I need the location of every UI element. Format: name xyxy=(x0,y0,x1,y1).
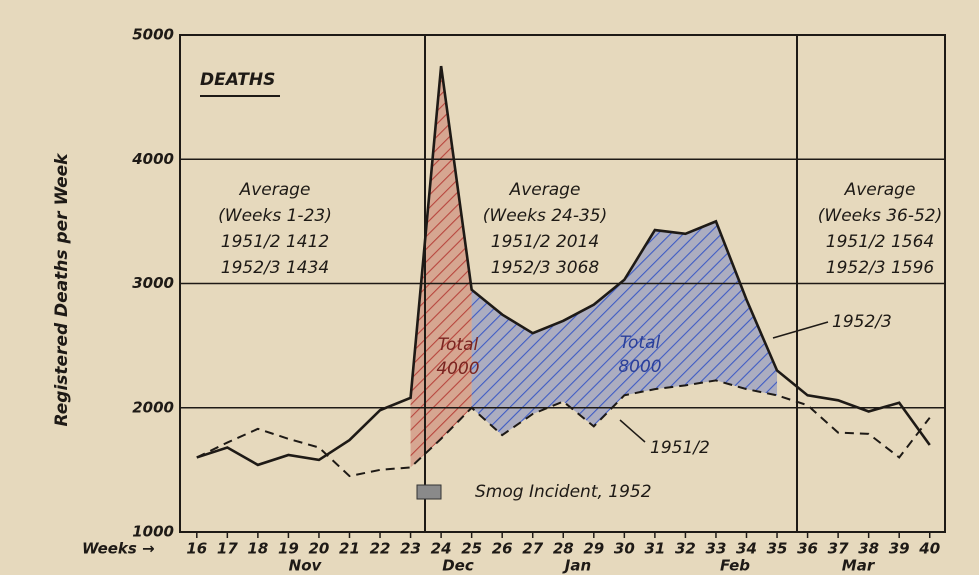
average-text: 1951/2 1564 xyxy=(826,232,934,252)
average-text: (Weeks 1-23) xyxy=(218,206,332,226)
average-text: 1952/3 1596 xyxy=(826,258,935,278)
x-tick-label: 37 xyxy=(828,540,849,558)
annotation: Smog Incident, 1952 xyxy=(475,482,652,502)
x-tick-label: 22 xyxy=(370,540,391,558)
month-label: Jan xyxy=(562,557,591,575)
excess-area xyxy=(471,221,778,436)
series-line xyxy=(196,65,931,467)
x-tick-label: 25 xyxy=(461,540,482,558)
average-text: 1951/2 2014 xyxy=(491,232,599,252)
chart-title: DEATHS xyxy=(200,70,275,90)
average-text: 1952/3 3068 xyxy=(491,258,600,278)
x-tick-label: 30 xyxy=(614,540,635,558)
x-tick-label: 24 xyxy=(431,540,452,558)
x-tick-label: 32 xyxy=(675,540,696,558)
month-label: Dec xyxy=(442,557,474,575)
x-tick-label: 29 xyxy=(583,540,604,558)
leader-line xyxy=(619,419,646,443)
x-tick-label: 20 xyxy=(309,540,330,558)
x-tick-label: 16 xyxy=(186,540,207,558)
average-text: Average xyxy=(509,180,581,200)
x-tick-label: 19 xyxy=(278,540,299,558)
x-tick-label: 38 xyxy=(858,540,879,558)
y-tick-label: 5000 xyxy=(132,26,174,44)
average-text: 1952/3 1434 xyxy=(221,258,329,278)
average-text: Average xyxy=(844,180,916,200)
smog-marker xyxy=(416,484,442,500)
average-text: Average xyxy=(239,180,311,200)
x-tick-label: 18 xyxy=(247,540,268,558)
area-label: Total xyxy=(620,333,661,353)
x-tick-label: 34 xyxy=(736,540,757,558)
series-label: 1952/3 xyxy=(832,312,892,332)
x-tick-label: 39 xyxy=(889,540,910,558)
area-label: 4000 xyxy=(436,359,479,379)
x-tick-label: 36 xyxy=(797,540,818,558)
y-tick-label: 2000 xyxy=(132,398,174,416)
series-label: 1951/2 xyxy=(650,438,710,458)
y-tick-label: 1000 xyxy=(132,523,174,541)
average-text: 1951/2 1412 xyxy=(221,232,329,252)
leader-line xyxy=(772,321,829,339)
x-tick-label: 33 xyxy=(706,540,727,558)
y-tick-label: 4000 xyxy=(131,150,174,168)
area-label: Total xyxy=(438,335,479,355)
x-tick-label: 17 xyxy=(217,540,238,558)
x-tick-label: 28 xyxy=(553,540,574,558)
y-axis-label: Registered Deaths per Week xyxy=(52,152,72,427)
x-tick-label: 35 xyxy=(767,540,788,558)
x-tick-label: 40 xyxy=(918,540,940,558)
month-label: Mar xyxy=(842,557,876,575)
month-label: Feb xyxy=(720,557,750,575)
x-tick-label: 21 xyxy=(339,540,360,558)
x-axis-label: Weeks → xyxy=(82,540,155,558)
x-tick-label: 31 xyxy=(644,540,665,558)
average-text: (Weeks 24-35) xyxy=(483,206,608,226)
x-tick-label: 23 xyxy=(400,540,421,558)
y-tick-label: 3000 xyxy=(132,274,174,292)
x-tick-label: 27 xyxy=(522,540,543,558)
area-label: 8000 xyxy=(618,357,661,377)
average-text: (Weeks 36-52) xyxy=(818,206,943,226)
month-label: Nov xyxy=(289,557,323,575)
x-tick-label: 26 xyxy=(492,540,513,558)
